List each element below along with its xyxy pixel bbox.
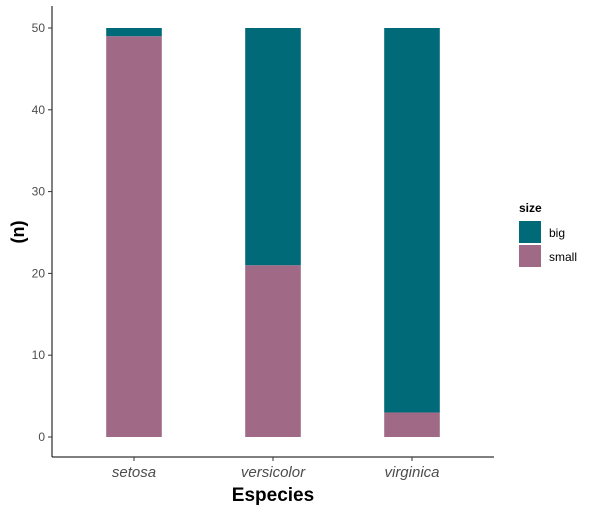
y-ticks-group: 0 10 20 30 40 50	[32, 21, 52, 444]
y-tick-label: 30	[32, 185, 46, 199]
legend-key-big	[519, 221, 541, 243]
y-tick-label: 40	[32, 103, 46, 117]
bar-setosa-big	[106, 28, 162, 37]
y-tick-label: 10	[32, 348, 46, 362]
bar-virginica-big	[384, 28, 440, 413]
y-axis-title: (n)	[8, 221, 28, 244]
x-tick-label-versicolor: versicolor	[241, 464, 306, 481]
x-axis-title: Especies	[232, 485, 314, 506]
legend-title: size	[519, 201, 542, 215]
x-ticks-group: setosa versicolor virginica	[112, 457, 440, 481]
bars-group	[106, 28, 440, 438]
x-tick-label-setosa: setosa	[112, 464, 156, 481]
legend: size big small	[519, 201, 577, 267]
bar-versicolor-big	[245, 28, 301, 266]
y-tick-label: 50	[32, 21, 46, 35]
bar-versicolor-small	[245, 265, 301, 437]
legend-label-big: big	[549, 226, 565, 240]
x-tick-label-virginica: virginica	[384, 464, 439, 481]
legend-label-small: small	[549, 250, 577, 264]
y-tick-label: 0	[38, 430, 45, 444]
bar-virginica-small	[384, 412, 440, 437]
y-tick-label: 20	[32, 266, 46, 280]
bar-setosa-small	[106, 36, 162, 438]
legend-key-small	[519, 245, 541, 267]
